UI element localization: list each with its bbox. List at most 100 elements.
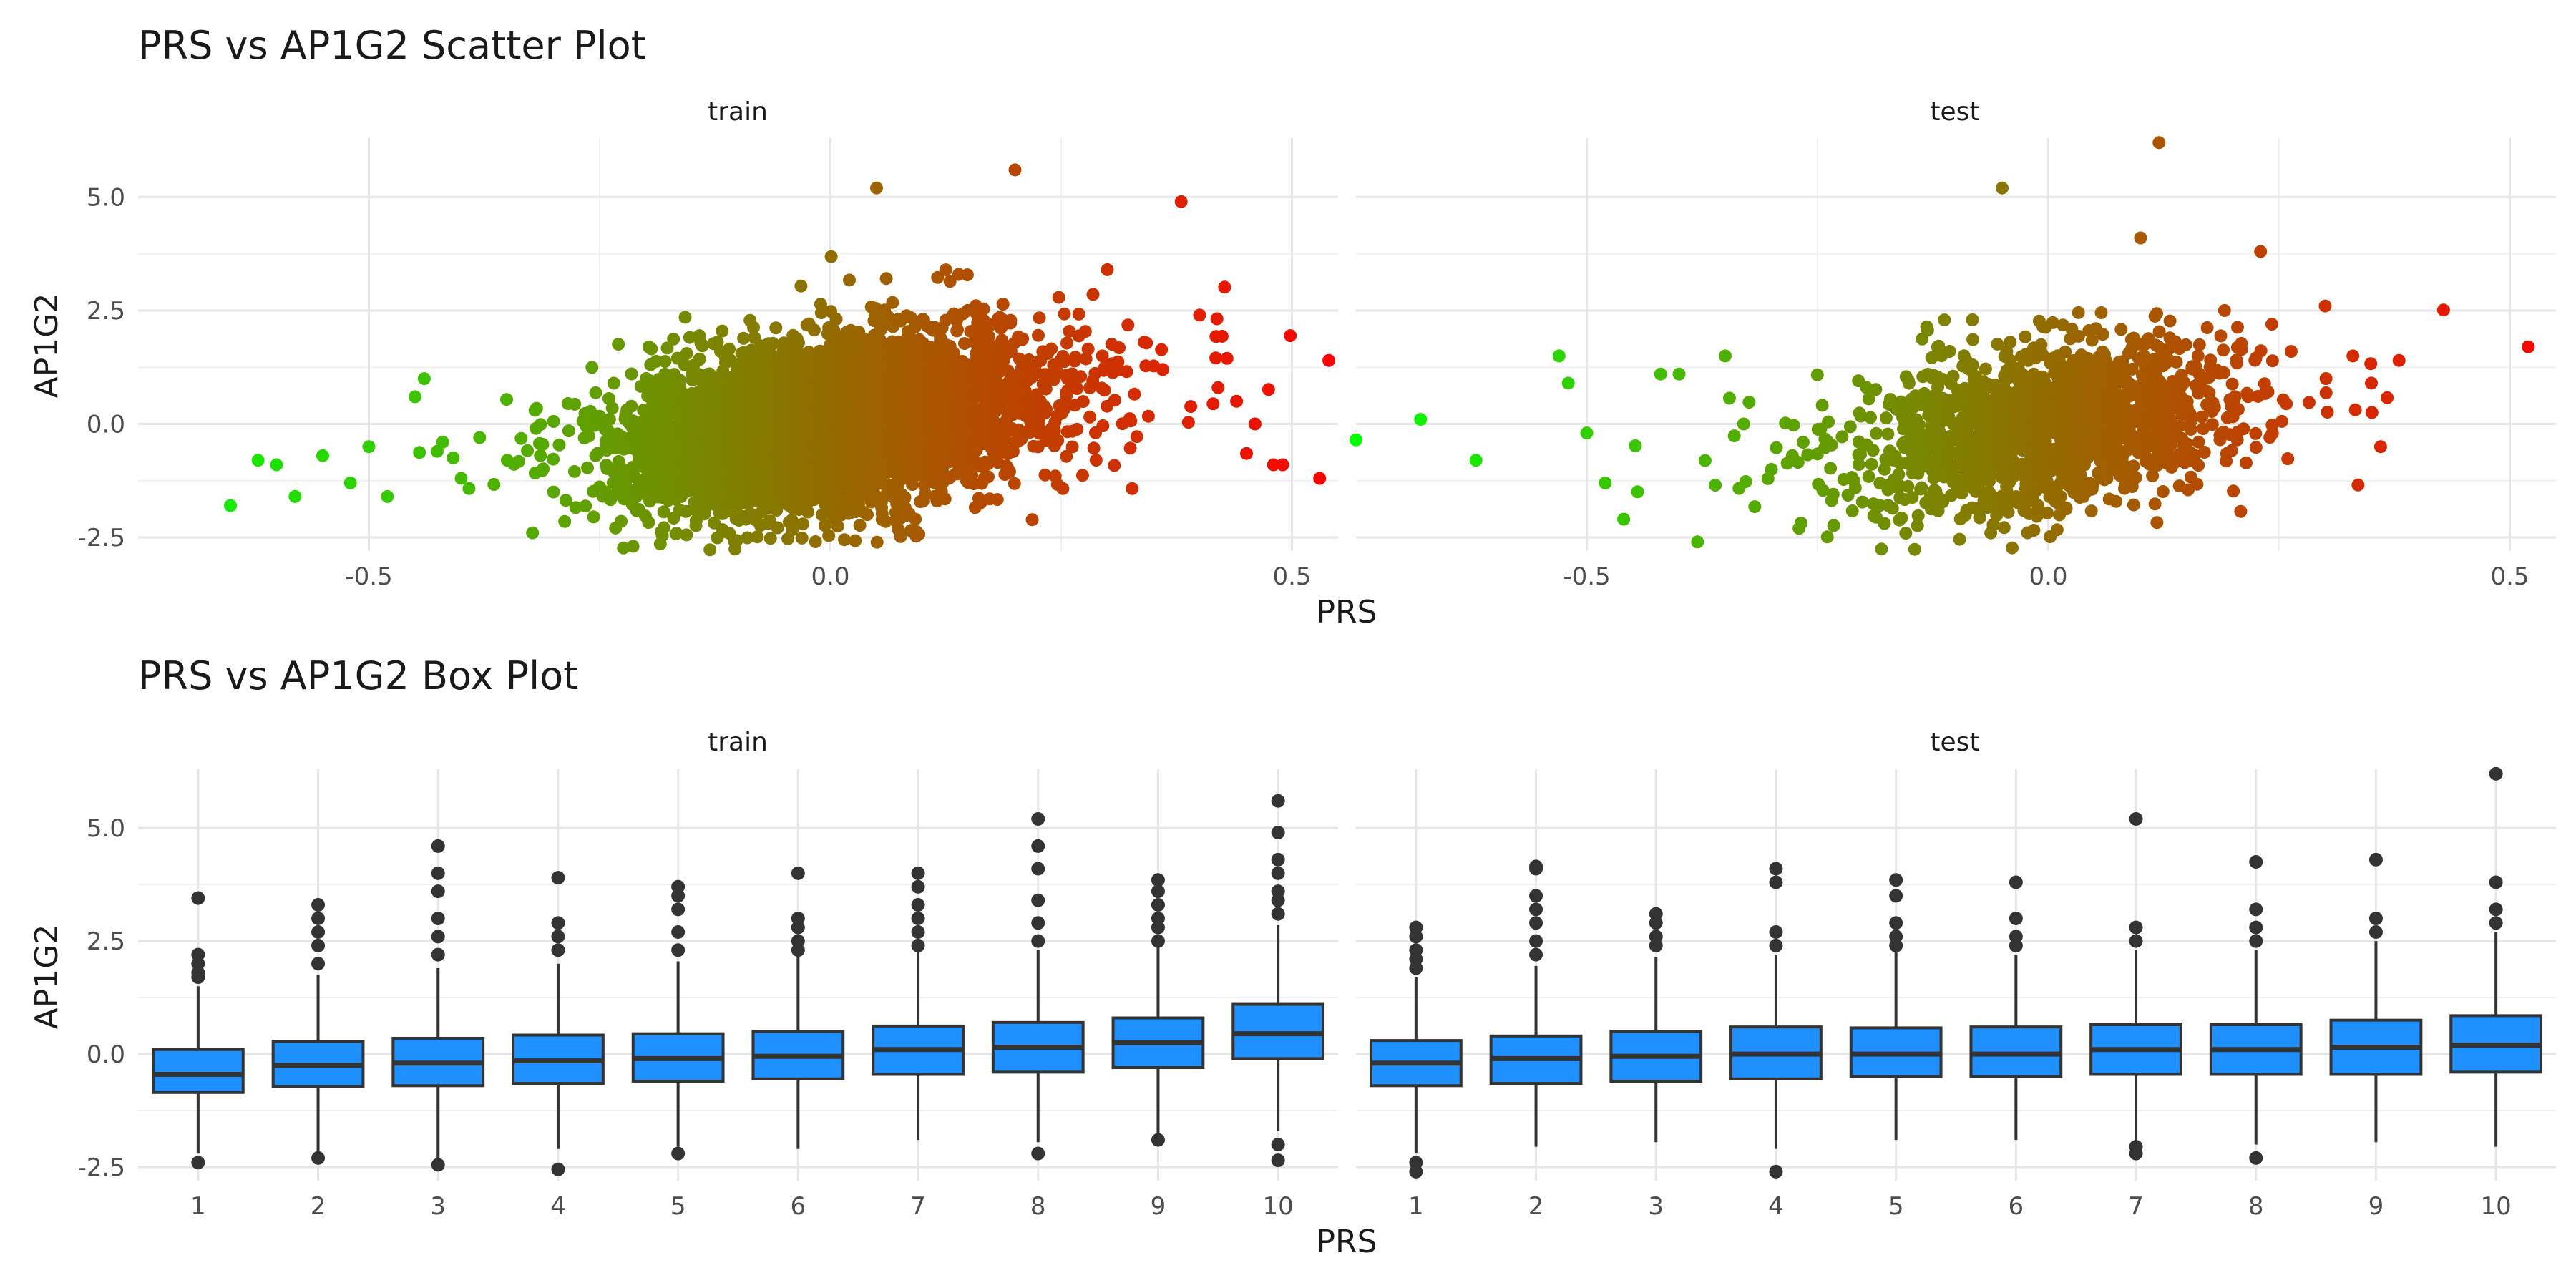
scatter-point bbox=[703, 543, 717, 557]
scatter-point bbox=[683, 331, 696, 344]
scatter-point bbox=[696, 339, 709, 353]
scatter-point bbox=[447, 451, 460, 464]
scatter-point bbox=[807, 323, 821, 337]
scatter-point bbox=[658, 355, 672, 369]
scatter-point bbox=[558, 514, 572, 528]
scatter-point bbox=[1108, 459, 1121, 472]
scatter-point bbox=[562, 424, 575, 438]
scatter-point bbox=[1033, 311, 1046, 325]
scatter-point bbox=[809, 535, 822, 548]
scatter-point bbox=[642, 516, 655, 529]
scatter-point bbox=[462, 482, 476, 495]
scatter-point bbox=[766, 336, 780, 350]
scatter-point bbox=[569, 501, 582, 514]
scatter-point bbox=[771, 521, 784, 535]
scatter-point bbox=[645, 342, 658, 356]
scatter-point bbox=[843, 273, 856, 287]
scatter-point bbox=[1025, 513, 1039, 527]
scatter-point bbox=[1128, 387, 1141, 401]
scatter-point bbox=[657, 505, 670, 519]
scatter-point bbox=[512, 454, 525, 468]
scatter-panel-label-train: train bbox=[708, 97, 768, 127]
scatter-point bbox=[1004, 313, 1018, 327]
scatter-point bbox=[500, 393, 513, 406]
scatter-point bbox=[1087, 441, 1101, 455]
scatter-point bbox=[1032, 328, 1045, 342]
scatter-point bbox=[1052, 291, 1065, 304]
scatter-point bbox=[657, 521, 670, 535]
scatter-panel-train: train bbox=[138, 97, 1338, 557]
scatter-point bbox=[751, 530, 764, 544]
scatter-point bbox=[1076, 395, 1090, 409]
scatter-point bbox=[582, 429, 595, 443]
scatter-point bbox=[487, 478, 501, 491]
scatter-point bbox=[763, 532, 777, 545]
scatter-point bbox=[514, 431, 528, 445]
scatter-point bbox=[1056, 482, 1070, 495]
scatter-point bbox=[1065, 440, 1079, 454]
scatter-point bbox=[567, 464, 581, 478]
scatter-point bbox=[559, 494, 572, 507]
scatter-point bbox=[853, 519, 867, 532]
scatter-point bbox=[801, 505, 815, 519]
scatter-point bbox=[537, 462, 550, 476]
scatter-point bbox=[670, 527, 683, 540]
scatter-point bbox=[747, 321, 760, 334]
scatter-point bbox=[741, 531, 754, 545]
scatter-point bbox=[1074, 370, 1088, 384]
scatter-point bbox=[792, 336, 805, 349]
scatter-point bbox=[581, 461, 594, 474]
scatter-point bbox=[680, 528, 693, 542]
scatter-point bbox=[607, 376, 620, 390]
scatter-point bbox=[977, 302, 990, 316]
scatter-point bbox=[960, 268, 974, 282]
scatter-point bbox=[1155, 343, 1169, 356]
scatter-point bbox=[730, 534, 743, 547]
scatter-point bbox=[990, 493, 1004, 507]
scatter-point bbox=[521, 444, 535, 457]
scatter-point bbox=[938, 492, 952, 506]
scatter-point bbox=[536, 438, 550, 451]
scatter-point bbox=[660, 341, 674, 355]
scatter-point bbox=[547, 415, 560, 428]
scatter-point bbox=[1113, 341, 1126, 355]
scatter-point bbox=[1124, 414, 1138, 428]
scatter-point bbox=[617, 541, 630, 555]
scatter-point bbox=[1060, 336, 1073, 350]
scatter-point bbox=[552, 438, 566, 452]
scatter-point bbox=[1070, 422, 1084, 436]
scatter-point bbox=[1120, 365, 1133, 379]
scatter-point bbox=[879, 272, 893, 286]
scatter-point bbox=[996, 298, 1010, 311]
scatter-point bbox=[716, 324, 729, 338]
scatter-point bbox=[1081, 342, 1095, 356]
scatter-point bbox=[547, 452, 560, 466]
scatter-point bbox=[1045, 342, 1058, 356]
scatter-point bbox=[1040, 403, 1053, 416]
scatter-point bbox=[831, 519, 844, 533]
scatter-point bbox=[886, 296, 899, 309]
scatter-point bbox=[1002, 465, 1016, 479]
scatter-point bbox=[678, 311, 692, 324]
scatter-point bbox=[982, 470, 995, 484]
scatter-point bbox=[1072, 307, 1085, 321]
scatter-point bbox=[1051, 434, 1065, 447]
scatter-point bbox=[667, 332, 680, 346]
scatter-train-points bbox=[224, 163, 1336, 557]
scatter-point bbox=[585, 361, 599, 374]
scatter-title: PRS vs AP1G2 Scatter Plot bbox=[138, 23, 646, 68]
scatter-point bbox=[1181, 416, 1195, 429]
scatter-point bbox=[625, 399, 638, 413]
scatter-point bbox=[1123, 441, 1137, 455]
scatter-point bbox=[794, 279, 808, 293]
scatter-point bbox=[1126, 482, 1139, 495]
scatter-point bbox=[693, 352, 706, 366]
scatter-point bbox=[1098, 384, 1111, 397]
scatter-point bbox=[912, 527, 926, 541]
scatter-point bbox=[526, 526, 540, 540]
scatter-point bbox=[909, 512, 922, 526]
scatter-point bbox=[1141, 409, 1155, 423]
scatter-point bbox=[1108, 394, 1121, 407]
scatter-point bbox=[602, 413, 616, 426]
scatter-point bbox=[824, 250, 838, 263]
